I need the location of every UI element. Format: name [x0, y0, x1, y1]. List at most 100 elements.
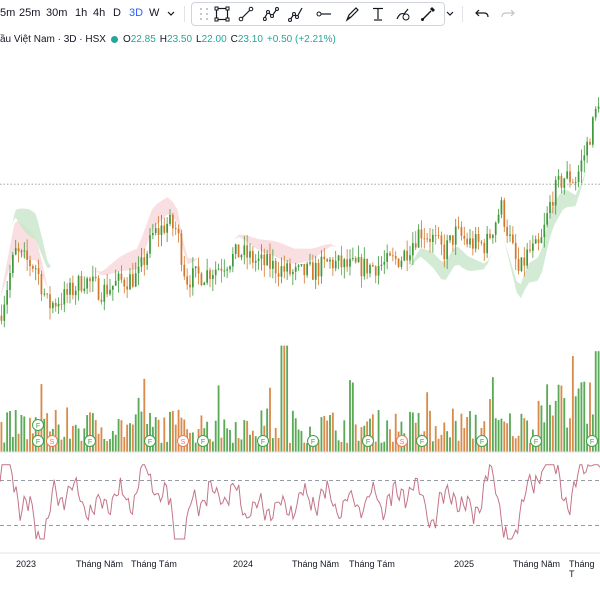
candle-body	[314, 262, 317, 280]
timeframe-4h[interactable]: 4h	[93, 7, 106, 19]
candle-body	[349, 258, 351, 267]
candle-body	[257, 258, 260, 261]
volume-bar	[217, 385, 220, 452]
ichimoku-cloud	[0, 221, 48, 299]
pen-icon[interactable]	[420, 6, 436, 22]
candle-body	[392, 255, 394, 257]
volume-bar	[394, 413, 397, 452]
volume-bar	[354, 424, 357, 452]
horizontal-ray-icon[interactable]	[316, 6, 332, 22]
brush-icon[interactable]	[344, 6, 360, 22]
path-icon[interactable]	[263, 6, 279, 22]
volume-bar	[323, 415, 326, 452]
low-value: 22.00	[201, 34, 227, 45]
candle-body	[240, 255, 243, 258]
volume-bar	[57, 424, 60, 452]
candle-body	[126, 286, 128, 290]
volume-bar	[320, 417, 323, 452]
volume-bar	[360, 427, 363, 452]
dividend-event-marker: F	[476, 435, 488, 447]
timeframe-30m[interactable]: 30m	[46, 7, 68, 19]
timeframe-5m[interactable]: 5m	[0, 7, 16, 19]
candle-body	[17, 248, 20, 252]
candle-body	[460, 226, 463, 236]
candle-body	[154, 228, 157, 234]
timeframe-1h[interactable]: 1h	[75, 7, 88, 19]
volume-bar	[40, 384, 43, 452]
trend-line-icon[interactable]	[238, 6, 254, 22]
chevron-down-icon[interactable]	[166, 9, 176, 19]
candle-body	[229, 266, 231, 270]
volume-bar	[534, 442, 537, 452]
volume-bar	[580, 382, 583, 452]
volume-bar	[194, 442, 197, 452]
timeframe-w[interactable]: W	[149, 7, 160, 19]
volume-bar	[391, 441, 394, 452]
svg-text:F: F	[148, 439, 152, 446]
volume-bar	[540, 405, 543, 452]
grid-dots-icon[interactable]	[196, 6, 212, 22]
candle-body	[332, 259, 334, 269]
text-anchor-icon[interactable]	[370, 6, 386, 22]
svg-text:F: F	[36, 439, 40, 446]
candle-body	[549, 202, 551, 214]
volume-bar	[383, 441, 386, 452]
candle-body	[174, 228, 177, 230]
candlestick-series	[0, 97, 600, 328]
candle-body	[217, 268, 220, 270]
svg-text:F: F	[311, 439, 315, 446]
candle-body	[326, 259, 328, 262]
candle-body	[152, 233, 154, 236]
split-event-marker: S	[46, 435, 58, 447]
volume-bar	[517, 435, 520, 452]
candle-body	[372, 265, 374, 267]
candle-body	[360, 257, 363, 277]
timeframe-25m[interactable]: 25m	[19, 7, 41, 19]
volume-bar	[503, 421, 506, 452]
volume-bar	[454, 420, 457, 452]
candle-body	[134, 273, 137, 287]
candle-body	[546, 213, 548, 225]
symbol-title[interactable]: ầu Việt Nam · 3D · HSX	[0, 34, 106, 45]
volume-bar	[134, 414, 137, 452]
redo-icon[interactable]	[500, 5, 516, 21]
dividend-event-marker: F	[416, 435, 428, 447]
top-toolbar: 5m 25m 30m 1h 4h D 3D W	[0, 0, 600, 28]
candle-body	[234, 244, 237, 254]
volume-bar	[0, 422, 3, 452]
candle-body	[557, 176, 560, 180]
candle-body	[594, 108, 597, 118]
ichimoku-cloud	[12, 208, 51, 269]
candle-body	[26, 250, 28, 260]
volume-bar	[409, 411, 411, 452]
undo-icon[interactable]	[474, 5, 490, 21]
volume-bar	[509, 413, 511, 452]
dividend-event-marker: F	[362, 435, 374, 447]
volume-bar	[3, 442, 6, 452]
dividend-event-marker: F	[530, 435, 542, 447]
volume-bar	[46, 413, 49, 452]
candle-body	[269, 254, 271, 269]
rectangle-icon[interactable]	[214, 6, 230, 22]
polyline-icon[interactable]	[288, 6, 304, 22]
candle-body	[389, 253, 391, 256]
volume-bar	[460, 413, 463, 452]
volume-bar	[14, 410, 17, 452]
volume-bar	[511, 436, 514, 452]
svg-text:F: F	[420, 439, 424, 446]
candle-body	[334, 260, 337, 269]
candle-body	[449, 235, 451, 241]
candle-body	[543, 224, 546, 238]
time-axis-label: Tháng Tám	[131, 559, 177, 569]
volume-bar	[114, 434, 117, 452]
timeframe-3d[interactable]: 3D	[129, 7, 144, 19]
candle-body	[309, 262, 311, 264]
highlighter-icon[interactable]	[395, 6, 411, 22]
candle-body	[417, 229, 420, 248]
candle-body	[297, 265, 300, 267]
volume-bar	[486, 440, 489, 452]
timeframe-d[interactable]: D	[113, 7, 121, 19]
volume-bar	[406, 440, 409, 452]
chevron-down-icon[interactable]	[446, 9, 454, 19]
